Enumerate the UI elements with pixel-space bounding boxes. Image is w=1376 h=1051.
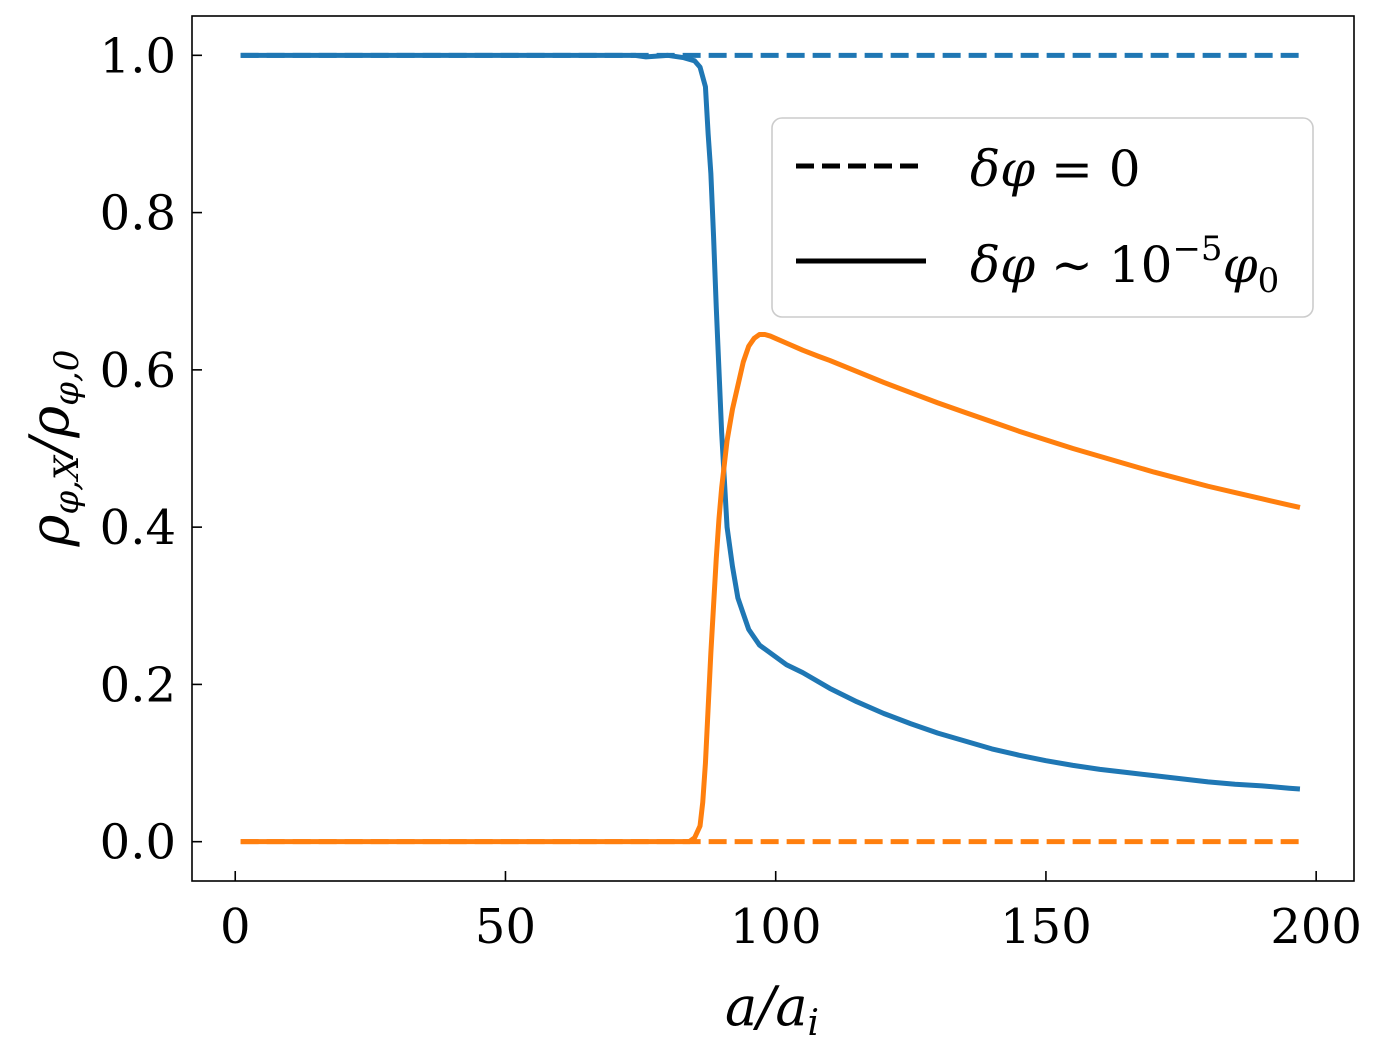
- y-axis-label: ρφ,X/ρφ,0: [18, 350, 87, 548]
- x-tick-label: 150: [1000, 899, 1092, 955]
- x-tick-label: 200: [1270, 899, 1362, 955]
- legend: δφ = 0 δφ ∼ 10−5φ0: [771, 117, 1314, 318]
- legend-label-dashed: δφ = 0: [970, 140, 1141, 198]
- y-tick-label: 0.4: [100, 500, 176, 556]
- x-tick-label: 50: [475, 899, 536, 955]
- plot-lines: [240, 52, 1301, 845]
- x-tick-label: 0: [220, 899, 251, 955]
- series-line-orange-solid: [240, 331, 1301, 845]
- x-axis-label: a/ai: [725, 975, 819, 1044]
- axes-frame: [191, 15, 1355, 882]
- y-tick-label: 0.6: [100, 343, 176, 399]
- y-tick-label: 0.0: [100, 815, 176, 871]
- x-tick-label: 100: [730, 899, 822, 955]
- legend-label-solid: δφ ∼ 10−5φ0: [970, 229, 1279, 301]
- y-tick-label: 0.8: [100, 186, 176, 242]
- y-tick-label: 0.2: [100, 657, 176, 713]
- y-tick-label: 1.0: [100, 28, 176, 84]
- series-line-blue-solid: [240, 52, 1301, 792]
- ticks: 0 50 100 150 200 0.0 0.2 0.4 0.6 0.8 1.0: [100, 28, 1362, 955]
